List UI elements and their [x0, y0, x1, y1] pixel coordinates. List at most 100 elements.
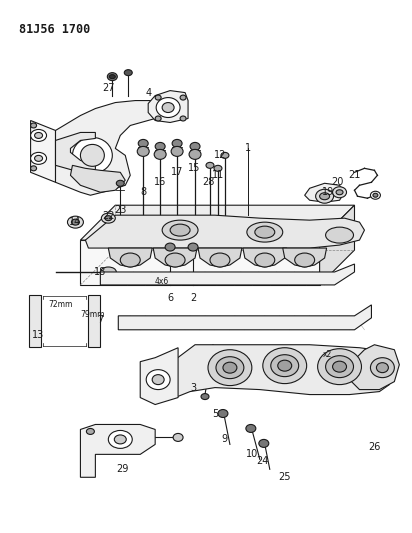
Ellipse shape	[171, 147, 183, 156]
Ellipse shape	[325, 227, 353, 243]
Text: 20: 20	[331, 177, 344, 187]
Ellipse shape	[30, 166, 37, 171]
Ellipse shape	[124, 70, 132, 76]
Ellipse shape	[108, 431, 132, 448]
Ellipse shape	[165, 253, 185, 267]
Bar	[89, 295, 101, 347]
Ellipse shape	[109, 75, 115, 79]
Text: 6: 6	[167, 293, 173, 303]
Ellipse shape	[221, 152, 229, 158]
Text: 7: 7	[97, 315, 103, 325]
Ellipse shape	[377, 362, 389, 373]
Text: 11: 11	[212, 171, 224, 180]
Text: 17: 17	[171, 167, 183, 177]
Text: 72mm: 72mm	[48, 301, 73, 309]
Ellipse shape	[247, 222, 283, 242]
Ellipse shape	[332, 361, 346, 372]
Text: 27: 27	[102, 83, 115, 93]
Ellipse shape	[71, 219, 80, 225]
Polygon shape	[140, 348, 178, 405]
Ellipse shape	[370, 191, 380, 199]
Ellipse shape	[155, 142, 165, 150]
Ellipse shape	[206, 163, 214, 168]
Polygon shape	[153, 248, 197, 267]
Polygon shape	[80, 424, 155, 477]
Ellipse shape	[155, 95, 161, 100]
Ellipse shape	[295, 253, 315, 267]
Ellipse shape	[120, 253, 140, 267]
Text: 5: 5	[212, 409, 218, 419]
Ellipse shape	[172, 140, 182, 148]
Polygon shape	[30, 120, 56, 182]
Text: 13: 13	[33, 330, 44, 340]
Ellipse shape	[173, 433, 183, 441]
Polygon shape	[304, 183, 344, 202]
Ellipse shape	[263, 348, 307, 384]
Polygon shape	[80, 240, 320, 285]
Ellipse shape	[116, 180, 124, 186]
Ellipse shape	[246, 424, 256, 432]
Ellipse shape	[180, 116, 186, 121]
Polygon shape	[85, 215, 365, 248]
Ellipse shape	[73, 138, 112, 173]
Bar	[28, 295, 40, 347]
Text: 23: 23	[114, 205, 126, 215]
Ellipse shape	[332, 187, 346, 198]
Ellipse shape	[255, 253, 275, 267]
Ellipse shape	[162, 220, 198, 240]
Text: 26: 26	[368, 442, 381, 453]
Ellipse shape	[146, 370, 170, 390]
Text: 4x6: 4x6	[155, 278, 169, 286]
Text: 8: 8	[140, 187, 146, 197]
Ellipse shape	[162, 102, 174, 112]
Ellipse shape	[30, 130, 47, 141]
Text: 4: 4	[145, 87, 151, 98]
Ellipse shape	[255, 226, 275, 238]
Text: 81J56 1700: 81J56 1700	[19, 23, 90, 36]
Ellipse shape	[373, 193, 378, 197]
Text: 24: 24	[257, 456, 269, 466]
Text: 79mm: 79mm	[80, 310, 105, 319]
Text: 21: 21	[348, 171, 360, 180]
Ellipse shape	[218, 409, 228, 417]
Ellipse shape	[208, 350, 252, 385]
Ellipse shape	[30, 123, 37, 128]
Polygon shape	[148, 91, 188, 123]
Ellipse shape	[152, 375, 164, 385]
Polygon shape	[118, 305, 372, 330]
Polygon shape	[101, 264, 354, 285]
Text: 15: 15	[188, 163, 200, 173]
Ellipse shape	[30, 152, 47, 164]
Ellipse shape	[188, 243, 198, 251]
Text: x2: x2	[323, 350, 332, 359]
Ellipse shape	[154, 149, 166, 159]
Polygon shape	[175, 345, 394, 398]
Text: 16: 16	[154, 177, 166, 187]
Text: 1: 1	[245, 143, 251, 154]
Ellipse shape	[108, 72, 117, 80]
Ellipse shape	[223, 362, 237, 373]
Ellipse shape	[155, 116, 161, 121]
Ellipse shape	[114, 435, 126, 444]
Polygon shape	[56, 101, 182, 195]
Text: 12: 12	[214, 150, 226, 160]
Ellipse shape	[336, 190, 343, 195]
Text: 22: 22	[102, 211, 115, 221]
Ellipse shape	[271, 354, 299, 377]
Polygon shape	[243, 248, 287, 267]
Ellipse shape	[318, 349, 361, 385]
Ellipse shape	[101, 267, 116, 277]
Ellipse shape	[180, 95, 186, 100]
Polygon shape	[283, 248, 327, 267]
Polygon shape	[320, 205, 354, 285]
Ellipse shape	[259, 439, 269, 447]
Text: 19: 19	[321, 187, 334, 197]
Text: 29: 29	[116, 464, 129, 474]
Text: 25: 25	[279, 472, 291, 482]
Ellipse shape	[138, 140, 148, 148]
Polygon shape	[70, 165, 125, 192]
Ellipse shape	[320, 193, 330, 200]
Ellipse shape	[370, 358, 394, 377]
Polygon shape	[349, 345, 399, 390]
Ellipse shape	[278, 360, 292, 371]
